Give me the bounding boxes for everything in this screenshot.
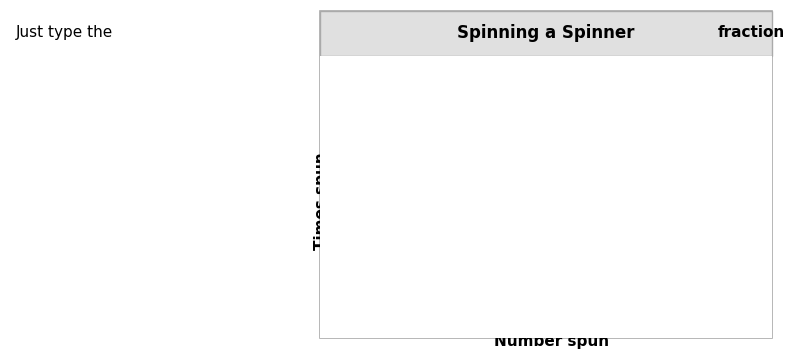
Bar [610,236,637,306]
Bar [562,130,589,306]
Bar [467,236,494,306]
X-axis label: Number spun: Number spun [494,334,610,349]
Text: Spinning a Spinner: Spinning a Spinner [458,24,634,43]
Y-axis label: Times spun: Times spun [314,152,330,250]
Bar [658,271,684,306]
Bar [372,236,398,306]
Text: Just type the: Just type the [16,25,118,40]
Bar [420,201,446,306]
Text: fraction: fraction [718,25,786,40]
Bar [515,165,542,306]
Bar [706,201,732,306]
